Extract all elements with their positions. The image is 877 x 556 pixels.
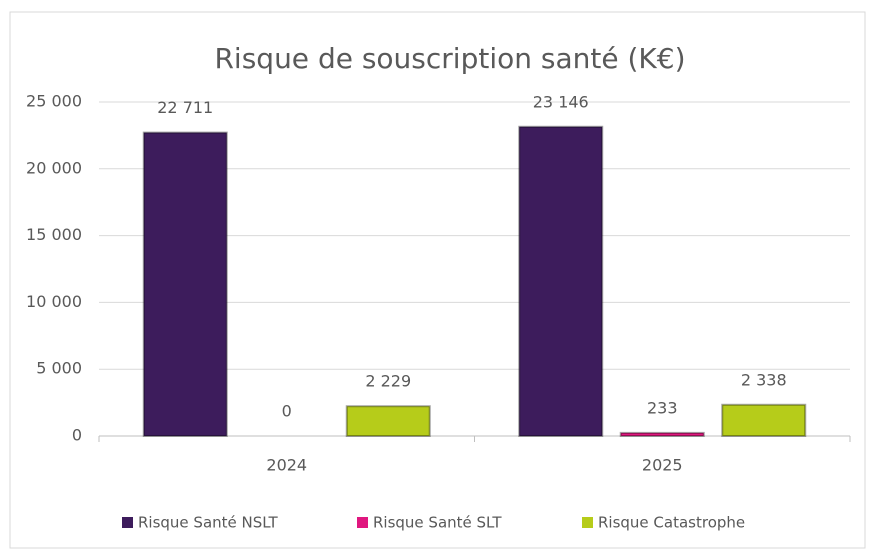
chart-title: Risque de souscription santé (K€) bbox=[214, 42, 685, 75]
value-label: 0 bbox=[282, 402, 292, 421]
legend-label: Risque Santé SLT bbox=[373, 514, 502, 532]
value-label: 23 146 bbox=[533, 92, 589, 111]
value-label: 233 bbox=[647, 398, 678, 417]
value-label: 2 229 bbox=[365, 372, 411, 391]
y-tick-label: 15 000 bbox=[26, 225, 82, 244]
chart-frame bbox=[9, 11, 866, 549]
y-tick-label: 20 000 bbox=[26, 158, 82, 177]
y-tick-label: 25 000 bbox=[26, 92, 82, 111]
bar bbox=[518, 125, 604, 437]
bar bbox=[721, 403, 807, 437]
value-label: 2 338 bbox=[741, 370, 787, 389]
x-tick-label: 2024 bbox=[266, 456, 307, 475]
legend-swatch bbox=[122, 517, 133, 528]
y-tick-label: 5 000 bbox=[36, 359, 82, 378]
bar bbox=[142, 131, 228, 437]
y-tick-label: 10 000 bbox=[26, 292, 82, 311]
bar bbox=[619, 431, 705, 437]
x-tick-label: 2025 bbox=[642, 456, 683, 475]
legend-swatch bbox=[357, 517, 368, 528]
bar bbox=[345, 405, 431, 437]
legend-label: Risque Santé NSLT bbox=[138, 514, 279, 532]
y-tick-label: 0 bbox=[72, 426, 82, 445]
value-label: 22 711 bbox=[157, 98, 213, 117]
legend-label: Risque Catastrophe bbox=[598, 514, 745, 532]
legend-swatch bbox=[582, 517, 593, 528]
